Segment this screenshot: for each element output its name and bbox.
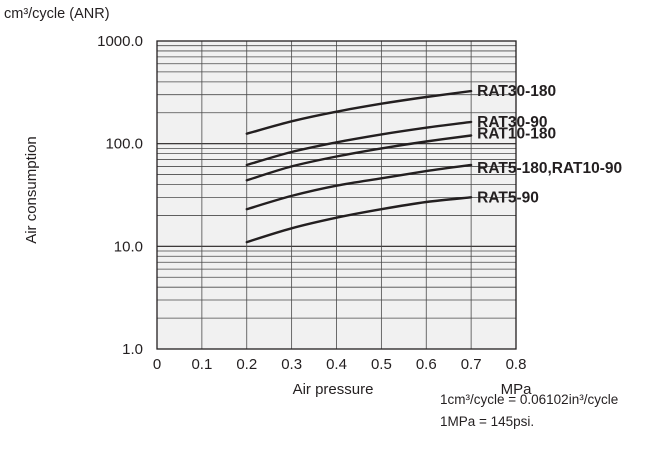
y-tick-label: 100.0: [105, 136, 143, 153]
x-tick-label: 0.2: [236, 356, 257, 373]
conversion-note-2: 1MPa = 145psi.: [440, 414, 535, 429]
y-tick-label: 10.0: [114, 238, 143, 255]
x-tick-label: 0.3: [281, 356, 302, 373]
series-label: RAT30-90: [477, 114, 547, 131]
series-line-rat10-180: [245, 134, 473, 182]
x-tick-label: 0.1: [191, 356, 212, 373]
x-tick-label: 0.8: [506, 356, 527, 373]
series-line-rat5-90: [245, 196, 473, 244]
x-tick-label: 0.5: [371, 356, 392, 373]
grid-group: [157, 41, 516, 349]
y-unit-label: cm³/cycle (ANR): [4, 6, 110, 22]
x-axis-unit: MPa: [501, 381, 533, 398]
plot-frame: [156, 40, 517, 350]
series-line-rat30-180: [245, 89, 473, 135]
y-unit-text: cm³/cycle (ANR): [4, 6, 110, 22]
series-label: RAT5-90: [477, 189, 539, 206]
series-line-rat30-90: [245, 120, 473, 167]
series-label: RAT30-180: [477, 83, 556, 100]
series-label: RAT5-180,RAT10-90: [477, 160, 622, 177]
series-line-rat5-180-rat10-90: [245, 163, 473, 211]
x-tick-label: 0.4: [326, 356, 347, 373]
x-axis-title: Air pressure: [293, 381, 374, 398]
x-tick-label: 0.6: [416, 356, 437, 373]
y-tick-label: 1000.0: [97, 33, 143, 50]
series-label: RAT10-180: [477, 126, 556, 143]
conversion-note-1: 1cm³/cycle = 0.06102in³/cycle: [440, 392, 619, 407]
y-axis-title: Air consumption: [23, 136, 40, 244]
y-tick-label: 1.0: [122, 341, 143, 358]
x-tick-label: 0: [153, 356, 161, 373]
x-tick-label: 0.7: [461, 356, 482, 373]
